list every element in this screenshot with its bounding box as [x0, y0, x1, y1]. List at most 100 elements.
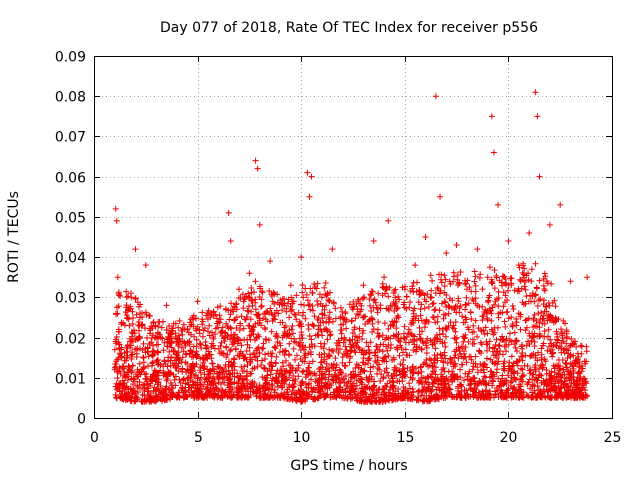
data-point [223, 306, 230, 313]
data-point [268, 353, 275, 360]
data-point [235, 337, 242, 344]
data-point [245, 388, 252, 395]
data-point [503, 281, 510, 288]
data-point [185, 329, 192, 336]
data-point [249, 297, 256, 304]
data-point [311, 395, 318, 402]
data-point [327, 391, 334, 398]
data-point [359, 367, 366, 374]
data-point [239, 291, 246, 298]
data-point [359, 359, 366, 366]
data-point [339, 308, 346, 315]
data-point [531, 330, 538, 337]
data-point [366, 350, 373, 357]
data-point [472, 317, 479, 324]
x-tick-labels: 0 5 10 15 20 25 [90, 430, 621, 446]
data-point [186, 339, 193, 346]
data-point [500, 303, 507, 310]
data-point [531, 298, 538, 305]
data-point [393, 331, 400, 338]
data-point [502, 292, 509, 299]
data-point [175, 367, 182, 374]
data-point [462, 392, 469, 399]
data-point [391, 356, 398, 363]
data-point [118, 393, 125, 400]
data-point [366, 376, 373, 383]
data-point [293, 292, 300, 299]
data-point [492, 352, 499, 359]
data-point [374, 309, 381, 316]
data-point [513, 348, 520, 355]
data-point [549, 353, 556, 360]
data-point [559, 330, 566, 337]
data-point [340, 351, 347, 358]
data-point [285, 351, 292, 358]
data-point [123, 288, 130, 295]
data-point [480, 366, 487, 373]
data-point [399, 378, 406, 385]
data-point [342, 363, 349, 370]
data-point-peak [526, 229, 533, 236]
data-point-peak [318, 294, 325, 301]
data-point [179, 331, 186, 338]
data-point [321, 358, 328, 365]
data-point [472, 288, 479, 295]
data-point [244, 361, 251, 368]
data-point [254, 320, 261, 327]
data-point [392, 300, 399, 307]
data-point [441, 368, 448, 375]
data-point [185, 381, 192, 388]
data-point [365, 343, 372, 350]
data-point [238, 383, 245, 390]
data-point [441, 283, 448, 290]
data-point [194, 392, 201, 399]
data-point [538, 393, 545, 400]
data-point [327, 289, 334, 296]
data-point [354, 311, 361, 318]
data-point-peak [111, 366, 118, 373]
data-point [457, 366, 464, 373]
data-point [160, 347, 167, 354]
data-point [554, 337, 561, 344]
data-point-peak [298, 254, 305, 261]
data-point [568, 336, 575, 343]
data-point [230, 336, 237, 343]
data-point [520, 389, 527, 396]
data-point [208, 340, 215, 347]
data-point [574, 374, 581, 381]
data-point [470, 388, 477, 395]
data-point [506, 337, 513, 344]
data-point [325, 376, 332, 383]
data-point [546, 376, 553, 383]
data-point [377, 377, 384, 384]
data-point [394, 304, 401, 311]
data-point [247, 370, 254, 377]
data-point [119, 364, 126, 371]
data-point [261, 365, 268, 372]
data-point-peak [532, 89, 539, 96]
data-point-peak [252, 157, 259, 164]
data-point [312, 332, 319, 339]
data-point [469, 340, 476, 347]
data-point [121, 391, 128, 397]
data-point [402, 346, 409, 353]
data-point [479, 317, 486, 324]
data-point [507, 275, 514, 282]
data-point [524, 380, 531, 387]
data-point [293, 397, 300, 404]
data-point [565, 347, 572, 354]
data-point [146, 312, 153, 319]
data-point-peak [488, 113, 495, 120]
data-point [221, 338, 228, 345]
data-point [168, 344, 175, 351]
data-point [538, 379, 545, 386]
data-point [172, 320, 179, 327]
data-point [289, 300, 296, 307]
data-point [540, 315, 547, 322]
data-point [358, 379, 365, 386]
data-point-peak [422, 234, 429, 240]
data-point [538, 351, 545, 358]
data-point [359, 295, 366, 302]
data-point [165, 386, 172, 393]
data-point [299, 282, 306, 289]
